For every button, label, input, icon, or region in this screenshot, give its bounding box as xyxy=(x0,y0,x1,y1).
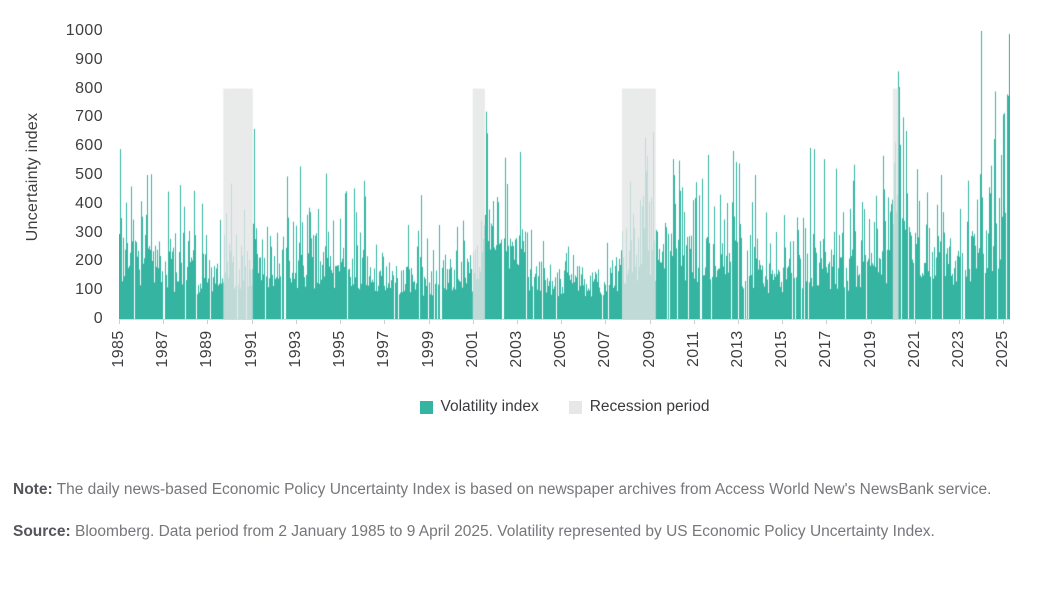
x-tick-mark xyxy=(959,320,961,324)
note-label: Note: xyxy=(13,481,53,498)
x-tick-label: 2001 xyxy=(463,330,481,368)
x-tick-label: 2005 xyxy=(552,330,570,368)
y-tick-label: 900 xyxy=(75,50,103,68)
x-tick-mark xyxy=(826,320,828,324)
y-tick-label: 1000 xyxy=(65,22,103,39)
uncertainty-index-chart: Uncertainty index 1000 900 800 700 600 500 400… xyxy=(24,22,1012,417)
x-tick-label: 1985 xyxy=(110,330,127,368)
source-text: Bloomberg. Data period from 2 January 19… xyxy=(70,522,935,540)
x-tick-label: 1987 xyxy=(154,330,172,368)
x-tick-label: 2011 xyxy=(684,331,702,368)
volatility-swatch-icon xyxy=(419,400,433,414)
legend-item-volatility: Volatility index xyxy=(419,398,539,416)
note-text: The daily news-based Economic Policy Unc… xyxy=(52,481,992,498)
x-tick-mark xyxy=(914,320,916,324)
x-tick-mark xyxy=(605,320,607,324)
x-axis-line xyxy=(119,319,1010,320)
x-tick-label: 1991 xyxy=(242,330,260,368)
x-tick-mark xyxy=(649,320,651,324)
x-tick-mark xyxy=(428,320,430,324)
x-tick-label: 2019 xyxy=(861,330,879,368)
x-tick-label: 1997 xyxy=(375,330,393,368)
legend: Volatility index Recession period xyxy=(119,397,1010,417)
x-tick-mark xyxy=(693,320,695,324)
x-tick-label: 2023 xyxy=(950,330,968,368)
x-tick-label: 2007 xyxy=(596,330,614,368)
x-tick-label: 2015 xyxy=(773,330,791,368)
x-tick-mark xyxy=(782,320,784,324)
x-tick-label: 2013 xyxy=(729,330,747,368)
legend-label-recession: Recession period xyxy=(589,398,710,415)
x-tick-label: 1995 xyxy=(331,330,349,368)
legend-label-volatility: Volatility index xyxy=(440,398,539,415)
y-tick-label: 800 xyxy=(75,79,103,97)
x-tick-mark xyxy=(163,320,165,324)
y-tick-label: 400 xyxy=(75,194,103,212)
legend-item-recession: Recession period xyxy=(568,398,710,416)
x-tick-mark xyxy=(384,320,386,324)
x-tick-mark xyxy=(738,320,740,324)
x-tick-mark xyxy=(340,320,342,324)
x-tick-mark xyxy=(1003,320,1005,324)
x-tick-mark xyxy=(516,320,518,324)
source-label: Source: xyxy=(13,522,71,540)
y-tick-label: 600 xyxy=(75,137,103,155)
note-paragraph: Note: The daily news-based Economic Poli… xyxy=(13,476,1018,505)
recession-swatch-icon xyxy=(568,400,582,414)
x-tick-mark xyxy=(472,320,474,324)
x-tick-label: 2017 xyxy=(817,330,835,368)
x-tick-label: 1989 xyxy=(198,330,216,368)
x-tick-label: 1993 xyxy=(286,330,304,368)
x-tick-mark xyxy=(119,320,120,324)
x-tick-label: 1999 xyxy=(419,330,437,368)
y-tick-label: 0 xyxy=(93,310,103,327)
x-tick-mark xyxy=(295,320,297,324)
x-tick-mark xyxy=(561,320,563,324)
footnotes: Note: The daily news-based Economic Poli… xyxy=(13,476,1018,559)
x-tick-label: 2003 xyxy=(507,330,525,368)
x-tick-mark xyxy=(870,320,872,324)
x-tick-label: 2025 xyxy=(994,330,1012,368)
y-tick-label: 200 xyxy=(75,252,103,270)
y-tick-label: 300 xyxy=(75,223,103,241)
y-tick-label: 700 xyxy=(75,108,103,126)
source-paragraph: Source: Bloomberg. Data period from 2 Ja… xyxy=(13,518,1018,547)
x-tick-mark xyxy=(207,320,209,324)
x-tick-label: 2021 xyxy=(905,330,923,368)
x-tick-mark xyxy=(251,320,253,324)
x-tick-label: 2009 xyxy=(640,330,658,368)
bar-series-canvas xyxy=(119,31,1010,319)
y-tick-label: 100 xyxy=(75,281,103,299)
y-tick-label: 500 xyxy=(75,166,103,183)
